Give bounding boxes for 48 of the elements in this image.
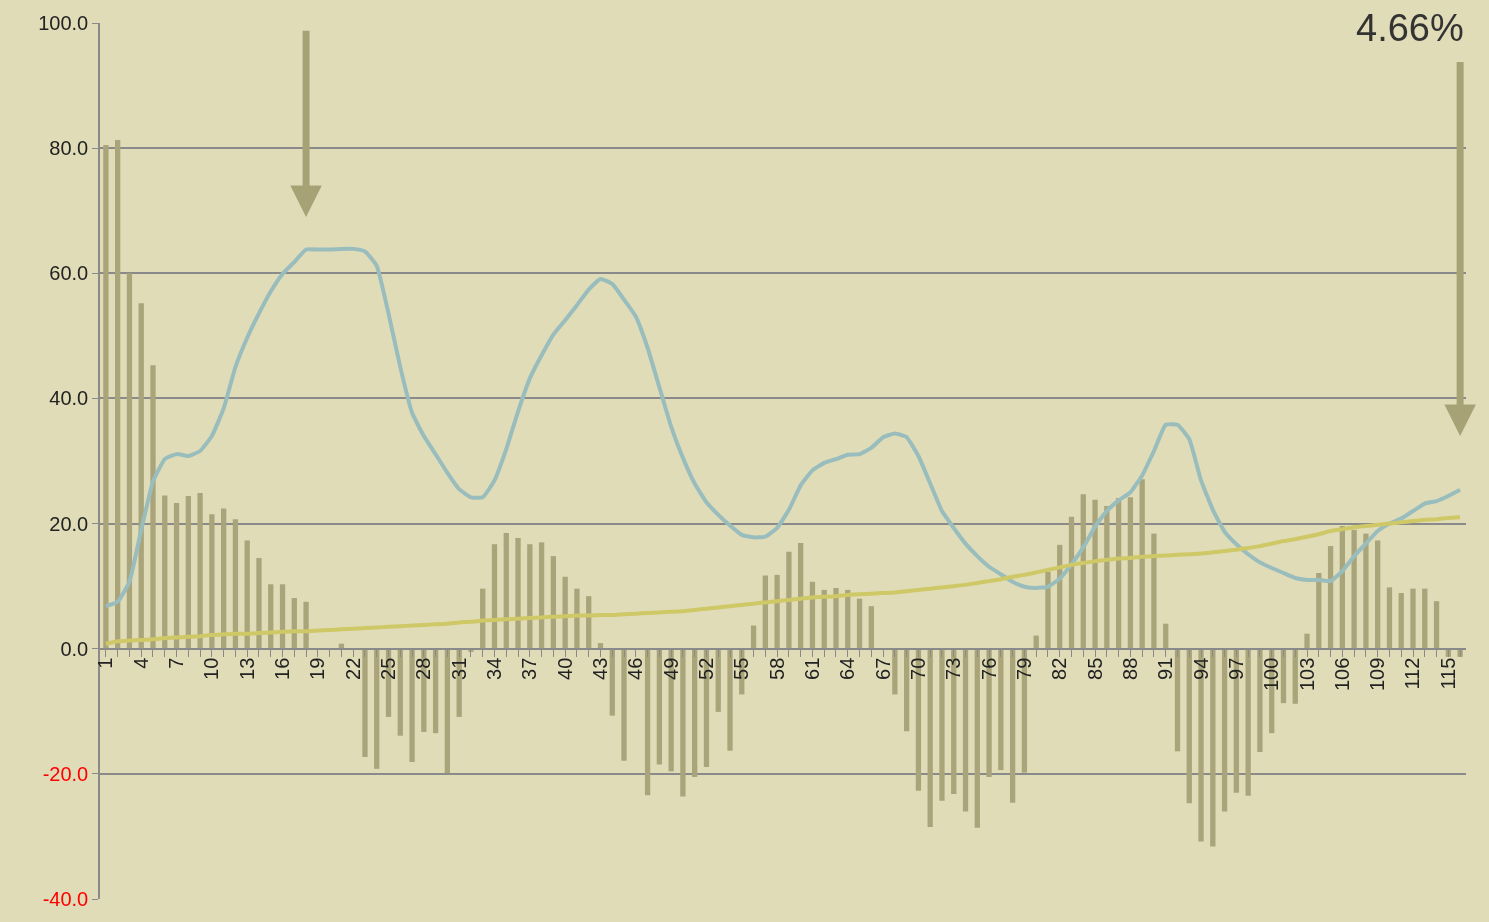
- x-tick-label: 100: [1260, 657, 1283, 692]
- x-tick-label: 52: [694, 657, 717, 680]
- x-tick-label: 73: [942, 657, 965, 680]
- x-tick-label: 106: [1330, 657, 1353, 692]
- x-tick-label: 97: [1224, 657, 1247, 680]
- x-tick-label: 94: [1189, 657, 1212, 680]
- x-tick-label: 43: [588, 657, 611, 680]
- y-tick-label: -20.0: [42, 762, 89, 785]
- x-tick-label: 22: [341, 657, 364, 680]
- x-tick-label: 55: [730, 657, 753, 680]
- x-tick-label: 31: [447, 657, 470, 680]
- x-tick-label: 7: [165, 657, 188, 669]
- x-tick-label: 103: [1295, 657, 1318, 692]
- x-tick-label: 88: [1118, 657, 1141, 680]
- x-tick-label: 64: [836, 657, 859, 680]
- x-tick-label: 34: [482, 657, 505, 680]
- x-tick-label: 49: [659, 657, 682, 680]
- y-tick-label: 20.0: [49, 512, 89, 535]
- y-tick-label: 0.0: [60, 637, 89, 660]
- x-tick-label: 46: [624, 657, 647, 680]
- y-tick-label: 60.0: [49, 262, 89, 285]
- y-tick-label: -40.0: [42, 888, 89, 910]
- x-tick-label: 61: [800, 657, 823, 680]
- x-tick-label: 28: [412, 657, 435, 680]
- x-tick-label: 1: [94, 657, 117, 669]
- x-tick-label: 76: [977, 657, 1000, 680]
- x-tick-label: 10: [200, 657, 223, 680]
- x-tick-label: 91: [1154, 657, 1177, 680]
- x-tick-label: 58: [765, 657, 788, 680]
- y-tick-label: 80.0: [49, 137, 89, 160]
- x-tick-label: 112: [1401, 657, 1424, 690]
- x-tick-label: 115: [1436, 657, 1459, 690]
- x-tick-label: 67: [871, 657, 894, 680]
- x-tick-label: 82: [1048, 657, 1071, 680]
- x-tick-label: 4: [129, 657, 152, 669]
- x-tick-label: 79: [1012, 657, 1035, 680]
- x-tick-label: 16: [271, 657, 294, 680]
- annotation: 4.66%: [1356, 7, 1464, 49]
- x-tick-label: 19: [306, 657, 329, 680]
- y-tick-label: 100.0: [38, 12, 89, 34]
- x-tick-label: 109: [1366, 657, 1389, 692]
- x-tick-label: 37: [518, 657, 541, 680]
- x-tick-label: 85: [1083, 657, 1106, 680]
- x-tick-label: 13: [235, 657, 258, 680]
- x-tick-label: 70: [906, 657, 929, 680]
- x-tick-label: 25: [377, 657, 400, 680]
- y-tick-label: 40.0: [49, 387, 89, 410]
- x-tick-label: 40: [553, 657, 576, 680]
